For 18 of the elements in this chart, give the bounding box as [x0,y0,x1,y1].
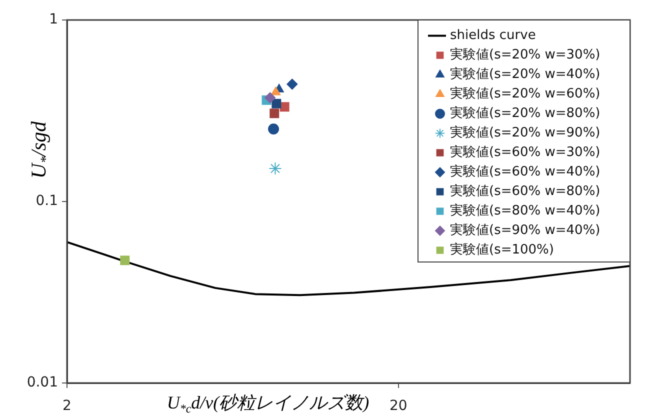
legend-label: 実験値(s=100%) [450,242,554,258]
legend-label: 実験値(s=60% w=40%) [450,164,600,180]
legend-label: 実験値(s=20% w=30%) [450,46,600,63]
legend-label: 実験値(s=90% w=40%) [450,222,600,238]
legend-label: 実験値(s=60% w=30%) [450,144,600,160]
legend-label: 実験値(s=20% w=40%) [450,66,600,82]
x-tick-label: 2 [62,398,72,414]
legend-label: 実験値(s=20% w=60%) [450,86,600,102]
legend-label: 実験値(s=20% w=80%) [450,105,600,122]
legend-label: 実験値(s=80% w=40%) [450,202,600,219]
legend-label: 実験値(s=20% w=90%) [450,124,600,141]
y-tick-label: 0.1 [36,193,58,210]
y-axis-title: U*/sgd [26,120,54,179]
y-tick-label: 0.01 [26,374,58,391]
legend-label: shields curve [450,28,536,44]
x-tick-label: 20 [389,398,408,414]
y-tick-label: 1 [49,12,58,28]
legend-label: 実験値(s=60% w=80%) [450,183,600,200]
